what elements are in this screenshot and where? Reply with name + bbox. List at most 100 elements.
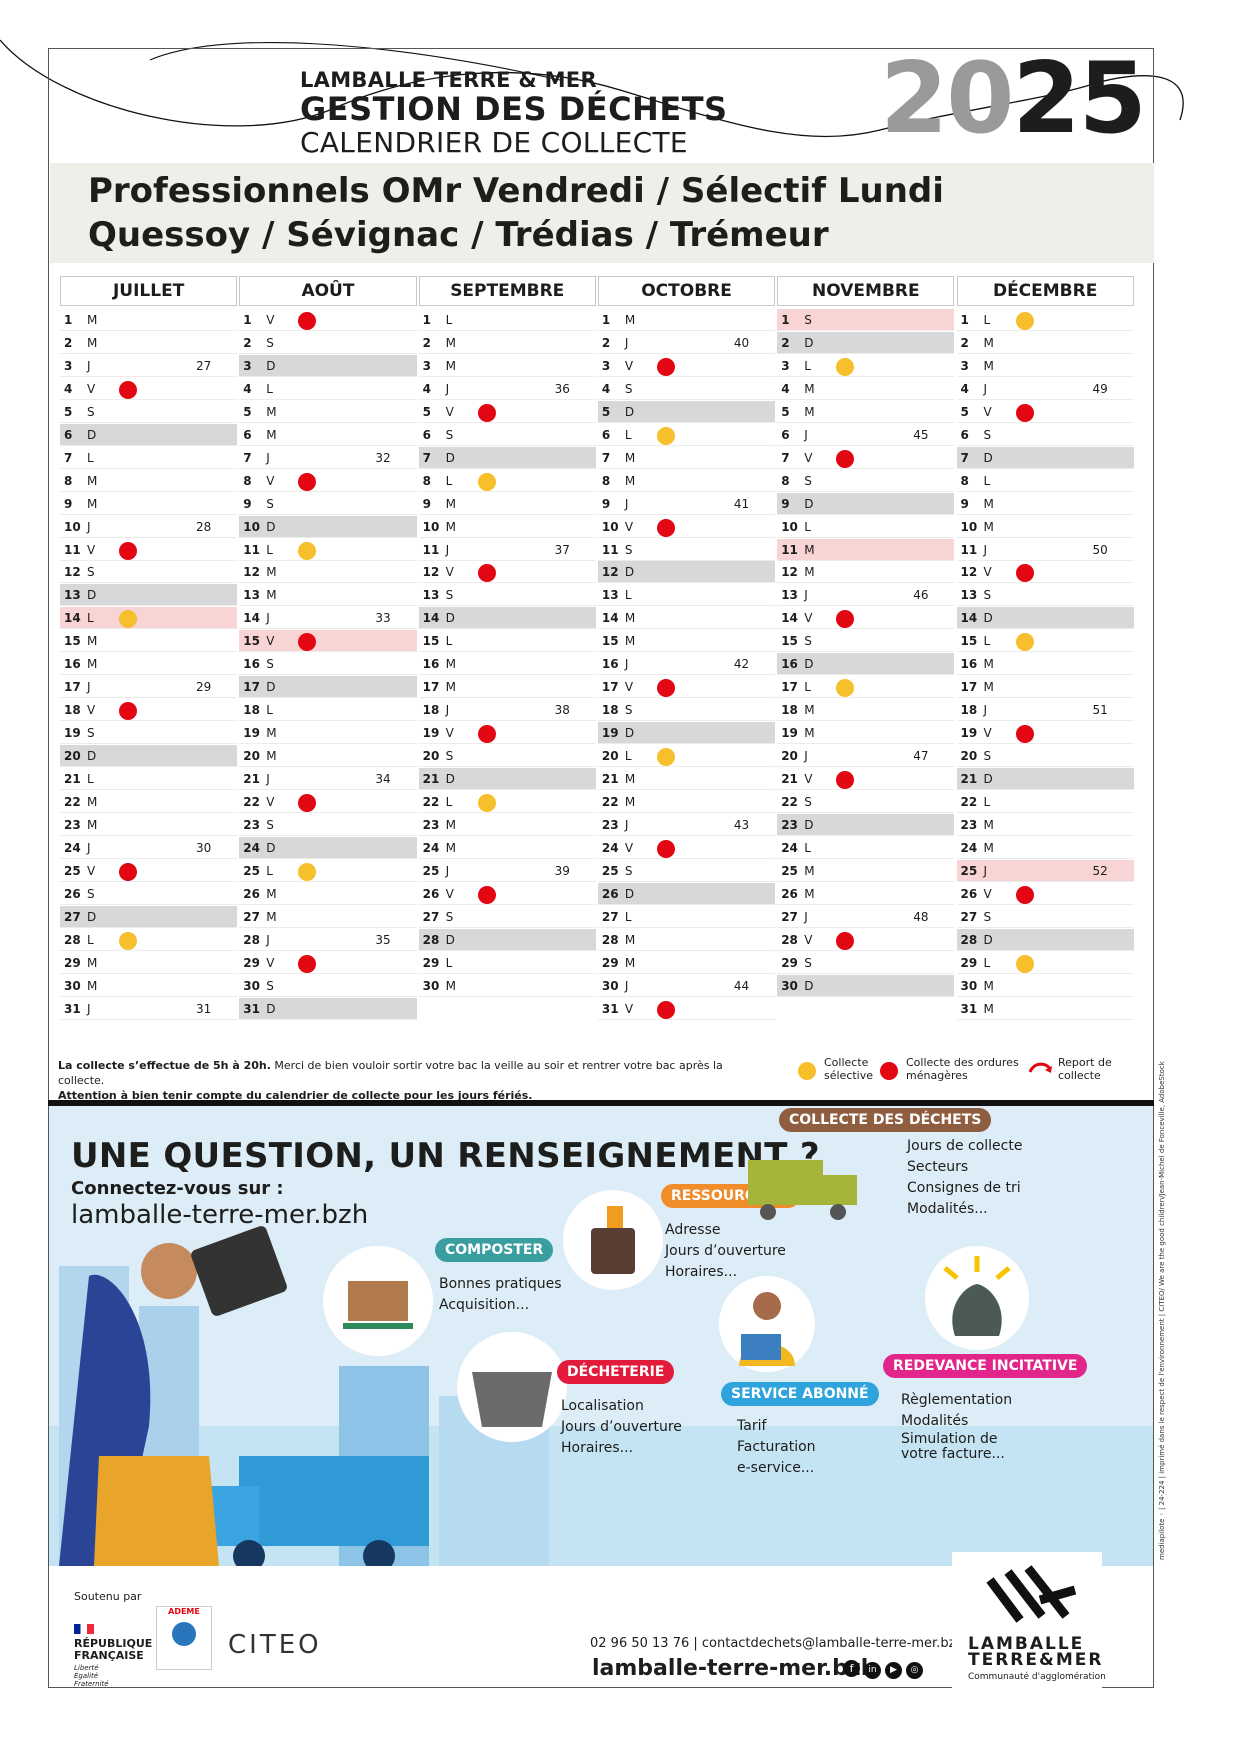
day-row: 20 J 47 [777,745,955,768]
day-number: 22 [781,794,798,809]
linkedin-icon[interactable]: in [864,1662,881,1679]
day-number: 11 [601,542,619,557]
om-collection-dot-icon [656,1000,675,1019]
day-number: 5 [960,404,969,419]
day-number: 28 [781,932,798,947]
weekday-letter: D [624,404,635,419]
day-number: 27 [422,909,440,924]
contact-info: 02 96 50 13 76 | contactdechets@lamballe… [590,1636,964,1651]
day-number: 1 [243,313,252,327]
badge-redevance: REDEVANCE INCITATIVE [883,1354,1088,1378]
youtube-icon[interactable]: ▶ [885,1662,902,1679]
weekday-letter: D [983,772,993,786]
weekday-letter: M [266,749,277,764]
week-number: 52 [1092,863,1108,878]
om-collection-dot-icon [656,839,675,858]
weekday-letter: J [804,427,808,442]
day-number: 23 [601,817,619,832]
day-number: 2 [960,335,969,350]
day-number: 17 [781,680,798,695]
weekday-letter: L [445,794,453,809]
facebook-icon[interactable]: f [843,1660,860,1677]
day-number: 2 [781,335,790,350]
day-number: 5 [64,404,73,419]
day-number: 30 [64,978,81,993]
day-number: 15 [601,634,619,649]
weekday-letter: M [87,817,98,832]
day-number: 17 [64,680,81,695]
website-link[interactable]: lamballe-terre-mer.bzh [71,1200,369,1230]
day-number: 18 [243,703,260,718]
day-number: 9 [243,496,252,511]
day-row: 23 D [777,813,955,836]
day-row: 27 J 48 [777,906,955,928]
day-number: 12 [64,565,81,580]
day-row: 15 L [956,630,1134,653]
weekday-letter: L [445,473,453,488]
doc-title: GESTION DES DÉCHETS [300,90,728,128]
weekday-letter: L [445,634,453,649]
list-redevance: Règlementation Modalités Simulation de vot… [901,1392,1013,1462]
day-row: 4 J 49 [956,378,1134,400]
day-number: 11 [781,542,798,557]
list-collecte: Jours de collecte Secteurs Consignes de tr… [907,1138,1023,1217]
day-number: 16 [243,657,260,672]
day-number: 1 [781,313,790,327]
weekday-letter: S [87,726,95,741]
weekday-letter: M [624,313,636,327]
day-number: 10 [781,519,798,534]
list-ressourcerie: Adresse Jours d’ouverture Horaires... [665,1222,786,1280]
day-number: 17 [422,680,440,695]
day-number: 5 [601,404,611,419]
year: 2025 [880,42,1147,156]
day-row: 14 D [956,607,1134,630]
day-row: 6 J 45 [777,424,955,446]
weekday-letter: V [804,611,813,626]
weekday-letter: D [624,726,635,741]
weekday-letter: D [266,519,276,534]
day-number: 14 [601,611,619,626]
weekday-letter: L [804,358,811,373]
day-row: 18 J 38 [418,699,596,722]
day-number: 24 [601,840,619,855]
day-row: 23 M [956,814,1134,836]
day-row: 30 M [418,975,596,997]
weekday-letter: S [804,473,812,488]
day-row: 23 M [418,814,596,836]
week-number: 31 [196,1001,212,1016]
day-number: 25 [243,863,260,878]
weekday-letter: D [266,680,276,695]
weekday-letter: S [266,657,274,672]
day-number: 13 [781,588,798,603]
weekday-letter: V [266,473,275,488]
footer-website[interactable]: lamballe-terre-mer.bzh [592,1656,877,1681]
day-number: 27 [64,909,81,924]
day-number: 3 [422,358,431,373]
day-number: 13 [422,588,440,603]
day-number: 8 [960,473,969,488]
week-number: 27 [196,358,212,373]
day-row: 7 J 32 [239,447,417,469]
weekday-letter: V [266,794,275,809]
weekday-letter: M [266,404,277,419]
day-number: 2 [601,335,611,350]
day-row: 10 V [597,516,776,538]
yellow-dot-icon [798,1062,816,1080]
day-number: 27 [960,909,978,924]
weekday-letter: V [804,450,813,465]
instagram-icon[interactable]: ◎ [906,1662,923,1679]
weekday-letter: J [266,450,270,465]
day-row: 27 S [956,906,1134,928]
day-row: 26 V [956,883,1134,905]
badge-dechetterie: DÉCHETERIE [557,1360,675,1384]
info-heading: UNE QUESTION, UN RENSEIGNEMENT ? [71,1136,820,1176]
day-row: 18 M [777,699,955,722]
day-number: 12 [422,565,440,580]
